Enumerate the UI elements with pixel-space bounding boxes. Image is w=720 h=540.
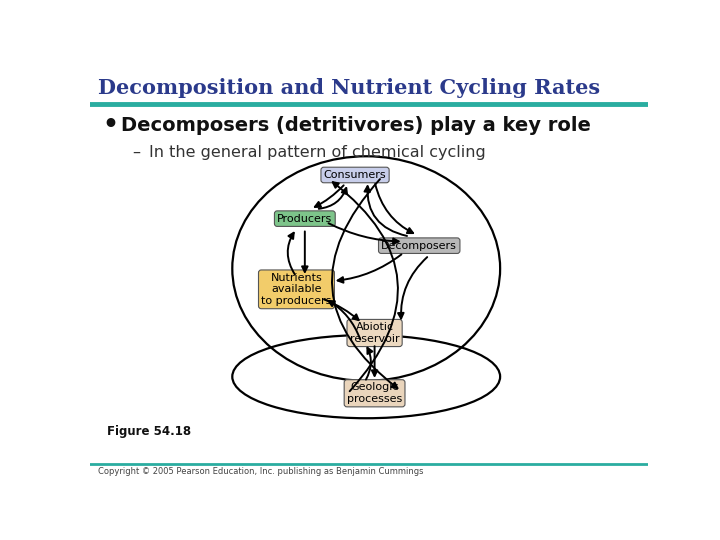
Text: Producers: Producers [277,214,333,224]
Text: –: – [132,145,140,160]
Text: Nutrients
available
to producers: Nutrients available to producers [261,273,332,306]
Text: •: • [102,113,118,137]
Text: Figure 54.18: Figure 54.18 [107,425,191,438]
Text: Abiotic
reservoir: Abiotic reservoir [350,322,400,344]
Text: Decomposers (detritivores) play a key role: Decomposers (detritivores) play a key ro… [121,116,590,134]
Text: Decomposers: Decomposers [382,241,457,251]
Text: Copyright © 2005 Pearson Education, Inc. publishing as Benjamin Cummings: Copyright © 2005 Pearson Education, Inc.… [98,467,423,476]
Text: In the general pattern of chemical cycling: In the general pattern of chemical cycli… [148,145,485,160]
Text: Consumers: Consumers [324,170,387,180]
Text: Geologic
processes: Geologic processes [347,382,402,404]
Text: Decomposition and Nutrient Cycling Rates: Decomposition and Nutrient Cycling Rates [98,78,600,98]
